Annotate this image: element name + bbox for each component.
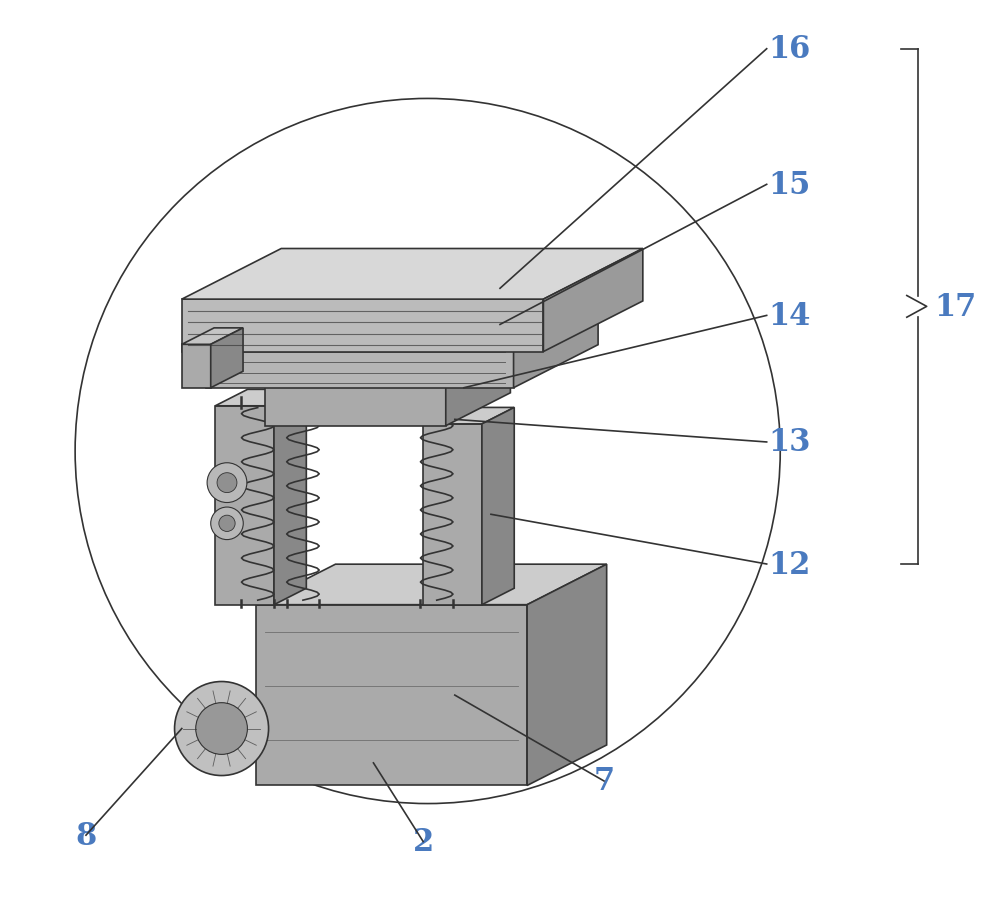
- Circle shape: [217, 473, 237, 493]
- Circle shape: [196, 703, 247, 755]
- Polygon shape: [206, 345, 514, 388]
- Circle shape: [211, 507, 243, 540]
- Polygon shape: [215, 406, 274, 605]
- Text: 17: 17: [934, 292, 976, 322]
- Text: 7: 7: [593, 766, 615, 796]
- Polygon shape: [206, 302, 598, 345]
- Circle shape: [175, 682, 269, 776]
- Text: 14: 14: [768, 301, 810, 331]
- Polygon shape: [256, 564, 607, 605]
- Text: 8: 8: [75, 820, 97, 851]
- Polygon shape: [527, 564, 607, 786]
- Polygon shape: [514, 302, 598, 388]
- Text: 16: 16: [768, 34, 810, 65]
- Polygon shape: [182, 300, 543, 352]
- Polygon shape: [215, 390, 306, 406]
- Text: 15: 15: [768, 170, 810, 200]
- Polygon shape: [482, 408, 514, 605]
- Polygon shape: [265, 377, 446, 426]
- Polygon shape: [182, 329, 243, 345]
- Circle shape: [219, 516, 235, 532]
- Text: 2: 2: [413, 826, 434, 857]
- Polygon shape: [423, 424, 482, 605]
- Text: 13: 13: [768, 427, 811, 458]
- Polygon shape: [265, 344, 510, 377]
- Polygon shape: [256, 605, 527, 786]
- Polygon shape: [274, 390, 306, 605]
- Polygon shape: [211, 329, 243, 388]
- Text: 12: 12: [768, 549, 810, 580]
- Polygon shape: [543, 249, 643, 352]
- Polygon shape: [423, 408, 514, 424]
- Circle shape: [207, 463, 247, 503]
- Polygon shape: [182, 249, 643, 300]
- Polygon shape: [182, 345, 211, 388]
- Polygon shape: [446, 344, 510, 426]
